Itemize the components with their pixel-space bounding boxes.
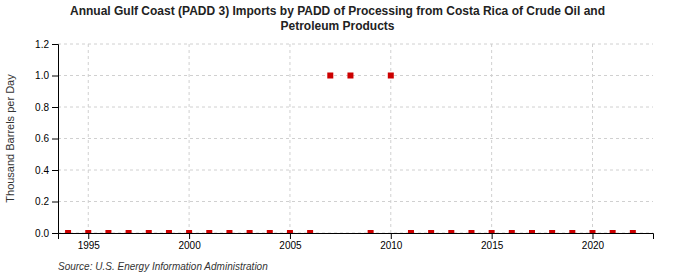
y-grid-line [58, 44, 653, 45]
y-tick-label: 0.8 [35, 102, 49, 113]
y-grid-line [58, 75, 653, 76]
y-tick-label: 0.4 [35, 165, 49, 176]
y-tick: 0.6 [35, 133, 58, 144]
point [146, 230, 152, 233]
y-axis: 0.0 0.2 0.4 0.6 0.8 1.0 1.2 [35, 39, 58, 239]
point [448, 230, 454, 233]
point [206, 230, 212, 233]
x-tick-mark [492, 233, 493, 239]
point [126, 230, 132, 233]
y-tick-mark [52, 202, 58, 203]
point [630, 230, 636, 233]
point [247, 230, 253, 233]
x-tick-mark [391, 233, 392, 239]
y-tick: 0.2 [35, 196, 58, 207]
grid [58, 44, 653, 233]
y-tick-mark [52, 233, 58, 234]
y-tick-label: 0.0 [35, 228, 49, 239]
point [226, 230, 232, 233]
y-tick-label: 0.6 [35, 133, 49, 144]
point [267, 230, 273, 233]
point [610, 230, 616, 233]
x-tick: 2020 [582, 233, 605, 251]
point [368, 230, 374, 233]
point [428, 230, 434, 233]
y-tick: 0.8 [35, 102, 58, 113]
x-tick-label: 2020 [582, 240, 605, 251]
point [105, 230, 111, 233]
x-tick-mark [290, 233, 291, 239]
y-tick: 1.2 [35, 39, 58, 50]
x-tick: 1995 [78, 233, 101, 251]
x-tick-label: 2015 [481, 240, 504, 251]
point [186, 230, 192, 233]
point [166, 230, 172, 233]
point [347, 73, 353, 79]
x-tick-label: 1995 [78, 240, 101, 251]
x-tick-mark [189, 233, 190, 239]
y-tick-mark [52, 76, 58, 77]
x-tick: 2015 [481, 233, 504, 251]
point [327, 73, 333, 79]
point [388, 73, 394, 79]
y-tick-mark [52, 139, 58, 140]
point [85, 230, 91, 233]
y-tick: 1.0 [35, 70, 58, 81]
x-axis-line [59, 234, 654, 240]
point [549, 230, 555, 233]
y-tick: 0.0 [35, 228, 58, 239]
point [489, 230, 495, 233]
y-tick-mark [52, 107, 58, 108]
x-tick: 2005 [279, 233, 302, 251]
chart-svg: 1995 2000 2005 2010 2015 2020 0.0 0.2 0.4 0.6 0.8 1… [0, 0, 675, 275]
plot-area [65, 73, 636, 234]
chart-container: 1995 2000 2005 2010 2015 2020 0.0 0.2 0.4 0.6 0.8 1… [0, 0, 675, 275]
title-line: Petroleum Products [280, 19, 394, 33]
y-grid-line [58, 107, 653, 108]
point [529, 230, 535, 233]
x-tick-label: 2010 [380, 240, 403, 251]
y-tick-mark [52, 44, 58, 45]
x-tick-label: 2000 [178, 240, 201, 251]
y-axis-line [52, 45, 59, 234]
y-grid-line [58, 138, 653, 139]
title: Annual Gulf Coast (PADD 3) Imports by PA… [70, 4, 605, 33]
point [408, 230, 414, 233]
x-grid-line [289, 44, 290, 233]
y-axis-title: Thousand Barrels per Day [4, 74, 16, 203]
y-tick-label: 1.0 [35, 70, 49, 81]
y-grid-line [58, 170, 653, 171]
point [287, 230, 293, 233]
x-grid-line [189, 44, 190, 233]
y-tick-mark [52, 170, 58, 171]
point [509, 230, 515, 233]
y-grid-line [58, 201, 653, 202]
source-note: Source: U.S. Energy Information Administ… [58, 261, 268, 272]
point [569, 230, 575, 233]
point [65, 230, 71, 233]
x-axis: 1995 2000 2005 2010 2015 2020 [59, 233, 654, 251]
y-tick: 0.4 [35, 165, 58, 176]
y-tick-label: 1.2 [35, 39, 49, 50]
x-tick-mark [88, 233, 89, 239]
point [468, 230, 474, 233]
y-tick-label: 0.2 [35, 196, 49, 207]
point [307, 230, 313, 233]
title-line: Annual Gulf Coast (PADD 3) Imports by PA… [70, 4, 605, 18]
x-tick: 2000 [178, 233, 201, 251]
x-tick-label: 2005 [279, 240, 302, 251]
point [589, 230, 595, 233]
x-tick-mark [592, 233, 593, 239]
x-tick: 2010 [380, 233, 403, 251]
